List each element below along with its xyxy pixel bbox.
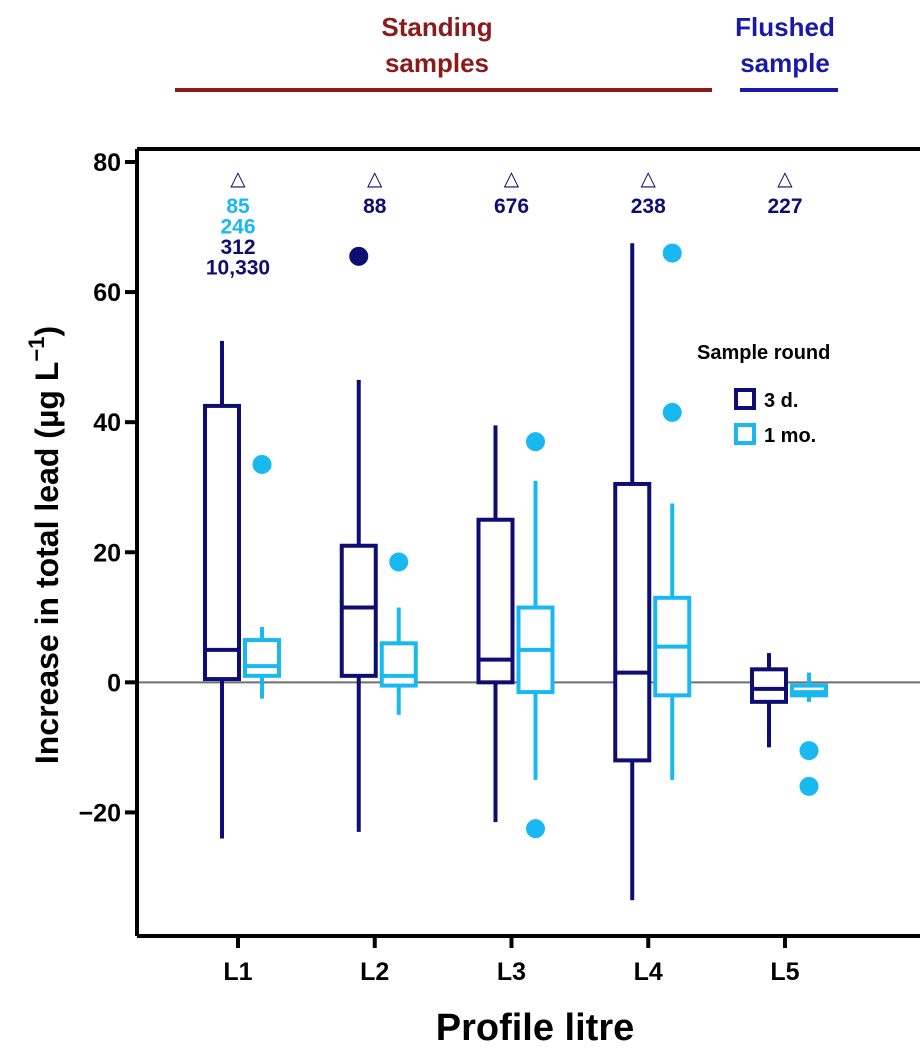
x-tick-label: L3 [497,958,526,986]
off-scale-marker: △ [230,168,246,190]
legend-swatch-3d [734,388,756,410]
outlier-point [252,454,272,474]
outlier-point [526,432,545,452]
outlier-point [799,741,819,761]
box [613,481,652,763]
off-scale-value-label: 238 [631,195,666,218]
x-tick-label: L4 [634,958,663,986]
x-axis-label: Profile litre [436,1007,635,1049]
off-scale-value-label: 88 [363,195,387,218]
y-tick-label: −20 [79,799,121,827]
off-scale-value-label: 676 [494,195,529,218]
y-tick-label: 0 [107,669,121,697]
off-scale-value-label: 85 [226,195,250,218]
flushed-sample-label-line2: sample [740,48,830,78]
outlier-point [662,243,682,263]
outlier-point [389,552,409,572]
y-tick-label: 20 [93,539,121,567]
outlier-point [662,402,682,422]
outlier-point [526,819,545,839]
outlier-point [799,776,819,796]
box [379,641,418,688]
standing-samples-label-line1: Standing [381,12,492,42]
x-tick-label: L1 [223,958,252,986]
y-tick-label: 60 [93,279,121,307]
legend-title: Sample round [697,342,830,364]
box [203,403,241,682]
box [476,517,515,685]
off-scale-value-label: 10,330 [206,257,270,280]
off-scale-marker: △ [367,168,383,190]
box [339,543,378,678]
legend: Sample round 3 d. 1 mo. [697,342,830,447]
box [243,638,281,678]
standing-samples-label-line2: samples [385,48,489,78]
flushed-sample-label-line1: Flushed [735,12,835,42]
x-tick-label: L5 [770,958,799,986]
y-tick-label: 40 [93,409,121,437]
y-tick-label: 80 [93,149,121,177]
legend-swatch-1mo [734,423,756,445]
off-scale-value-label: 227 [767,195,802,218]
outlier-point [349,246,369,266]
off-scale-marker: △ [641,168,657,190]
off-scale-marker: △ [504,168,520,190]
x-tick-label: L2 [360,958,389,986]
legend-label-3d: 3 d. [764,390,798,412]
box [750,667,788,704]
off-scale-value-label: 312 [220,236,255,259]
off-scale-marker: △ [777,168,793,190]
off-scale-value-label: 246 [220,216,255,239]
y-axis-label: Increase in total lead (µg L−1) [24,326,65,764]
legend-label-1mo: 1 mo. [764,425,816,447]
